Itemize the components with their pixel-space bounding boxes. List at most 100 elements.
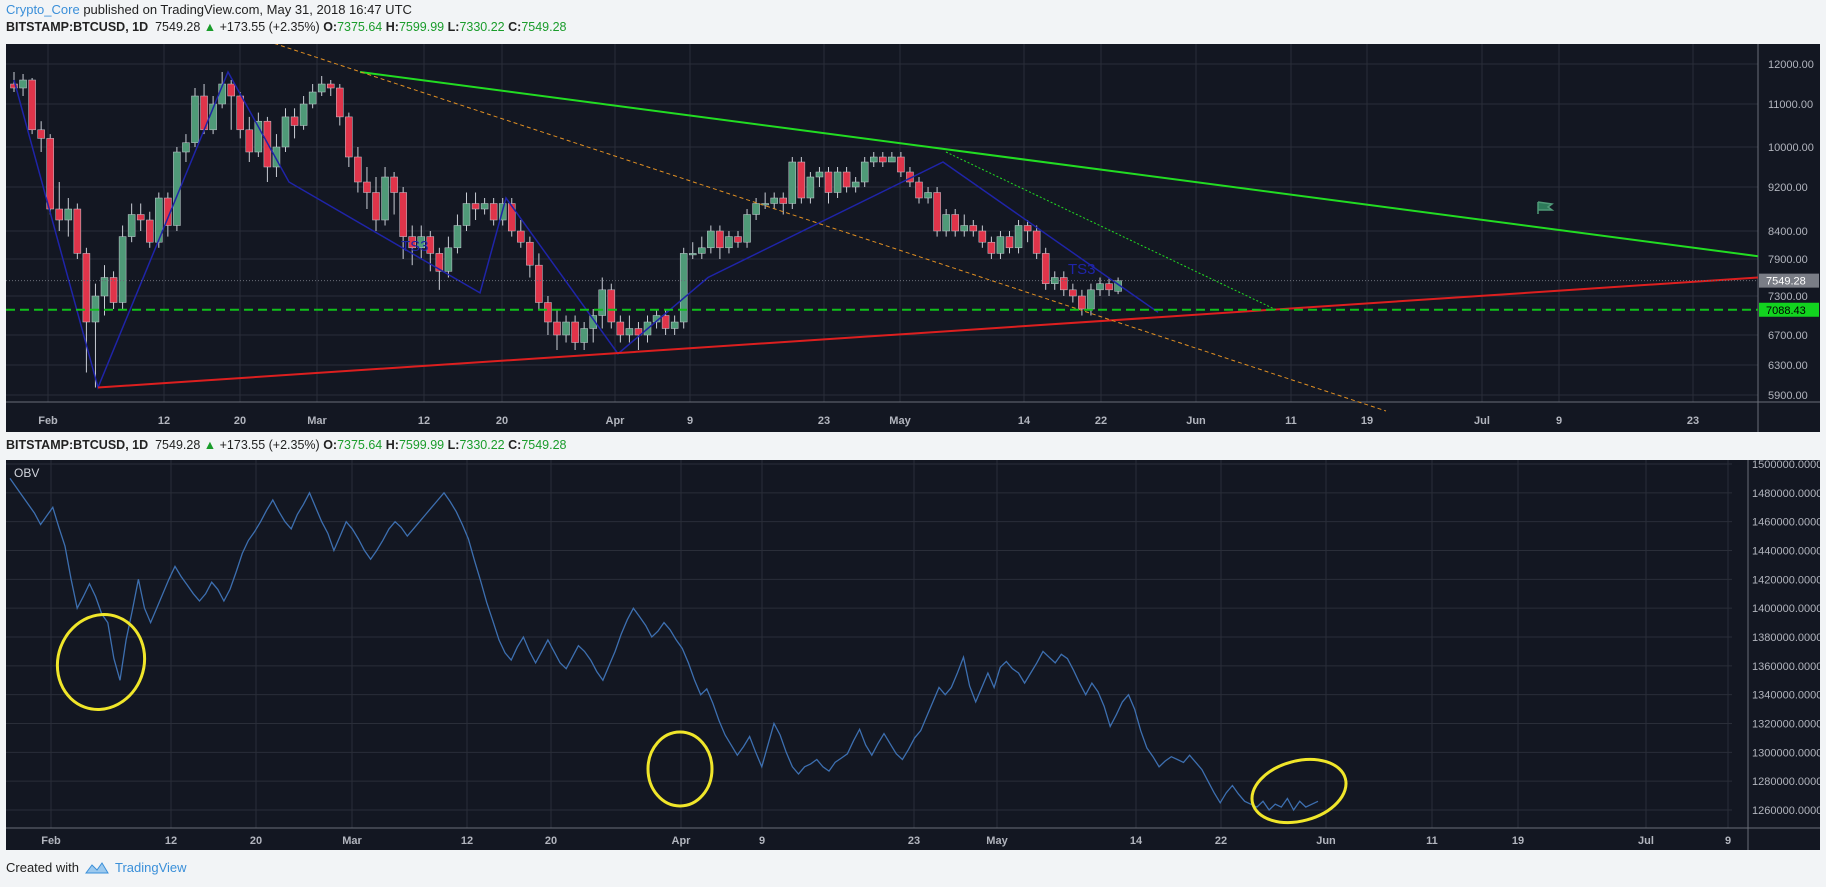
legend-h-value-2: 7599.99 (398, 438, 445, 452)
price-tag-box (1759, 302, 1819, 317)
ts3-annotation: TS3 (401, 238, 429, 255)
legend-change: +173.55 (+2.35%) (219, 20, 320, 34)
price-tick-label: 7900.00 (1768, 254, 1808, 266)
candle-body (553, 321, 561, 336)
candle-body (118, 236, 127, 303)
candle-body (661, 315, 670, 329)
ts3-annotation: TS3 (1068, 261, 1096, 278)
candle-body (399, 192, 407, 237)
legend-symbol-2[interactable]: BITSTAMP:BTCUSD, 1D (6, 438, 149, 452)
legend-l-label: L: (447, 20, 460, 34)
price-tick-label: 6300.00 (1768, 360, 1808, 372)
candle-body (136, 214, 145, 221)
legend-symbol[interactable]: BITSTAMP:BTCUSD, 1D (6, 20, 149, 34)
price-tag-label: 7549.28 (1766, 276, 1806, 288)
ascending-support-line (97, 276, 1759, 389)
candle-body (951, 214, 959, 232)
obv-tick-label: 1320000.0000 (1752, 719, 1820, 731)
candle-body (779, 197, 787, 204)
candle-body (363, 181, 371, 193)
candles (10, 72, 1122, 388)
tradingview-logo-icon (84, 861, 109, 873)
publish-info: Crypto_Core published on TradingView.com… (6, 2, 412, 17)
candle-body (797, 161, 806, 199)
legend-c-value: 7549.28 (521, 20, 567, 34)
candle-body (1032, 230, 1041, 254)
candle-body (580, 328, 588, 343)
candle-body (236, 95, 244, 131)
legend-last: 7549.28 (155, 20, 201, 34)
candle-body (670, 321, 679, 329)
candle-body (354, 156, 362, 183)
price-grid (6, 44, 1758, 402)
obv-line (9, 478, 1319, 812)
candle-body (1051, 277, 1059, 284)
obv-time-label: 12 (165, 835, 177, 847)
obv-time-label: 9 (1725, 835, 1731, 847)
circle-late-may (1250, 757, 1348, 825)
obv-time-label: Apr (672, 835, 692, 847)
candle-body (1023, 225, 1032, 232)
candle-body (272, 146, 281, 168)
legend-c-value-2: 7549.28 (521, 438, 567, 452)
candle-body (969, 225, 978, 232)
flag-shape (1537, 201, 1555, 214)
time-tick-label: 11 (1285, 415, 1297, 427)
candle-body (734, 236, 742, 243)
candle-body (879, 156, 887, 163)
price-chart-panel[interactable]: 12000.00 11000.00 10000.00 9200.00 8400.00 79… (6, 38, 1820, 432)
obv-chart-panel[interactable]: 1500000.0000 1480000.0000 1460000.0000 1440… (6, 459, 1822, 850)
candle-body (390, 176, 398, 193)
obv-chart[interactable]: 1500000.0000 1480000.0000 1460000.0000 1440… (6, 459, 1822, 850)
candle-body (281, 116, 290, 148)
candle-body (924, 192, 932, 199)
obv-tick-label: 1420000.0000 (1752, 574, 1820, 586)
legend-l-value-2: 7330.22 (459, 438, 505, 452)
candle-body (471, 203, 480, 210)
price-chart[interactable]: 12000.00 11000.00 10000.00 9200.00 8400.00 79… (6, 38, 1820, 432)
candle-body (1105, 283, 1113, 291)
time-tick-label: Jun (1186, 415, 1206, 427)
author-link[interactable]: Crypto_Core (6, 2, 80, 17)
legend-h-label: H: (385, 20, 399, 34)
short-dotted-trend-line (945, 151, 1277, 311)
candle-body (860, 161, 869, 183)
obv-time-label: 20 (250, 835, 262, 847)
candle-body (435, 253, 444, 272)
obv-tick-label: 1260000.0000 (1752, 805, 1820, 817)
candle-body (372, 192, 380, 221)
time-tick-label: 9 (687, 415, 693, 427)
legend-last-2: 7549.28 (155, 438, 201, 452)
obv-tick-label: 1400000.0000 (1752, 603, 1820, 615)
candle-body (46, 138, 54, 210)
candle-body (1041, 253, 1050, 284)
legend-h-value: 7599.99 (398, 20, 445, 34)
candle-body (164, 197, 172, 226)
candle-body (942, 214, 950, 232)
obv-tick-label: 1440000.0000 (1752, 546, 1820, 558)
candle-body (598, 289, 606, 316)
price-tick-label: 11000.00 (1768, 99, 1813, 111)
obv-tick-label: 1480000.0000 (1752, 488, 1820, 500)
legend-c-label: C: (508, 20, 522, 34)
candle-body (37, 129, 45, 139)
candle-body (489, 203, 498, 221)
candle-body (290, 116, 299, 126)
candle-body (73, 208, 82, 254)
candle-body (19, 79, 27, 89)
legend-c-label-2: C: (508, 438, 522, 452)
time-tick-label: 19 (1361, 415, 1373, 427)
obv-time-label: 14 (1130, 835, 1143, 847)
candle-body (1078, 295, 1086, 310)
candle-body (254, 120, 263, 153)
time-tick-label: 14 (1018, 415, 1031, 427)
obv-time-label: 20 (545, 835, 557, 847)
candle-body (897, 156, 905, 173)
published-text: published on TradingView.com, May 31, 20… (83, 2, 412, 17)
time-tick-label: May (889, 415, 911, 427)
candle-body (842, 171, 851, 188)
candle-body (589, 315, 597, 329)
tradingview-link[interactable]: TradingView (114, 860, 187, 875)
obv-time-label: Jun (1316, 835, 1336, 847)
candle-body (689, 253, 697, 256)
